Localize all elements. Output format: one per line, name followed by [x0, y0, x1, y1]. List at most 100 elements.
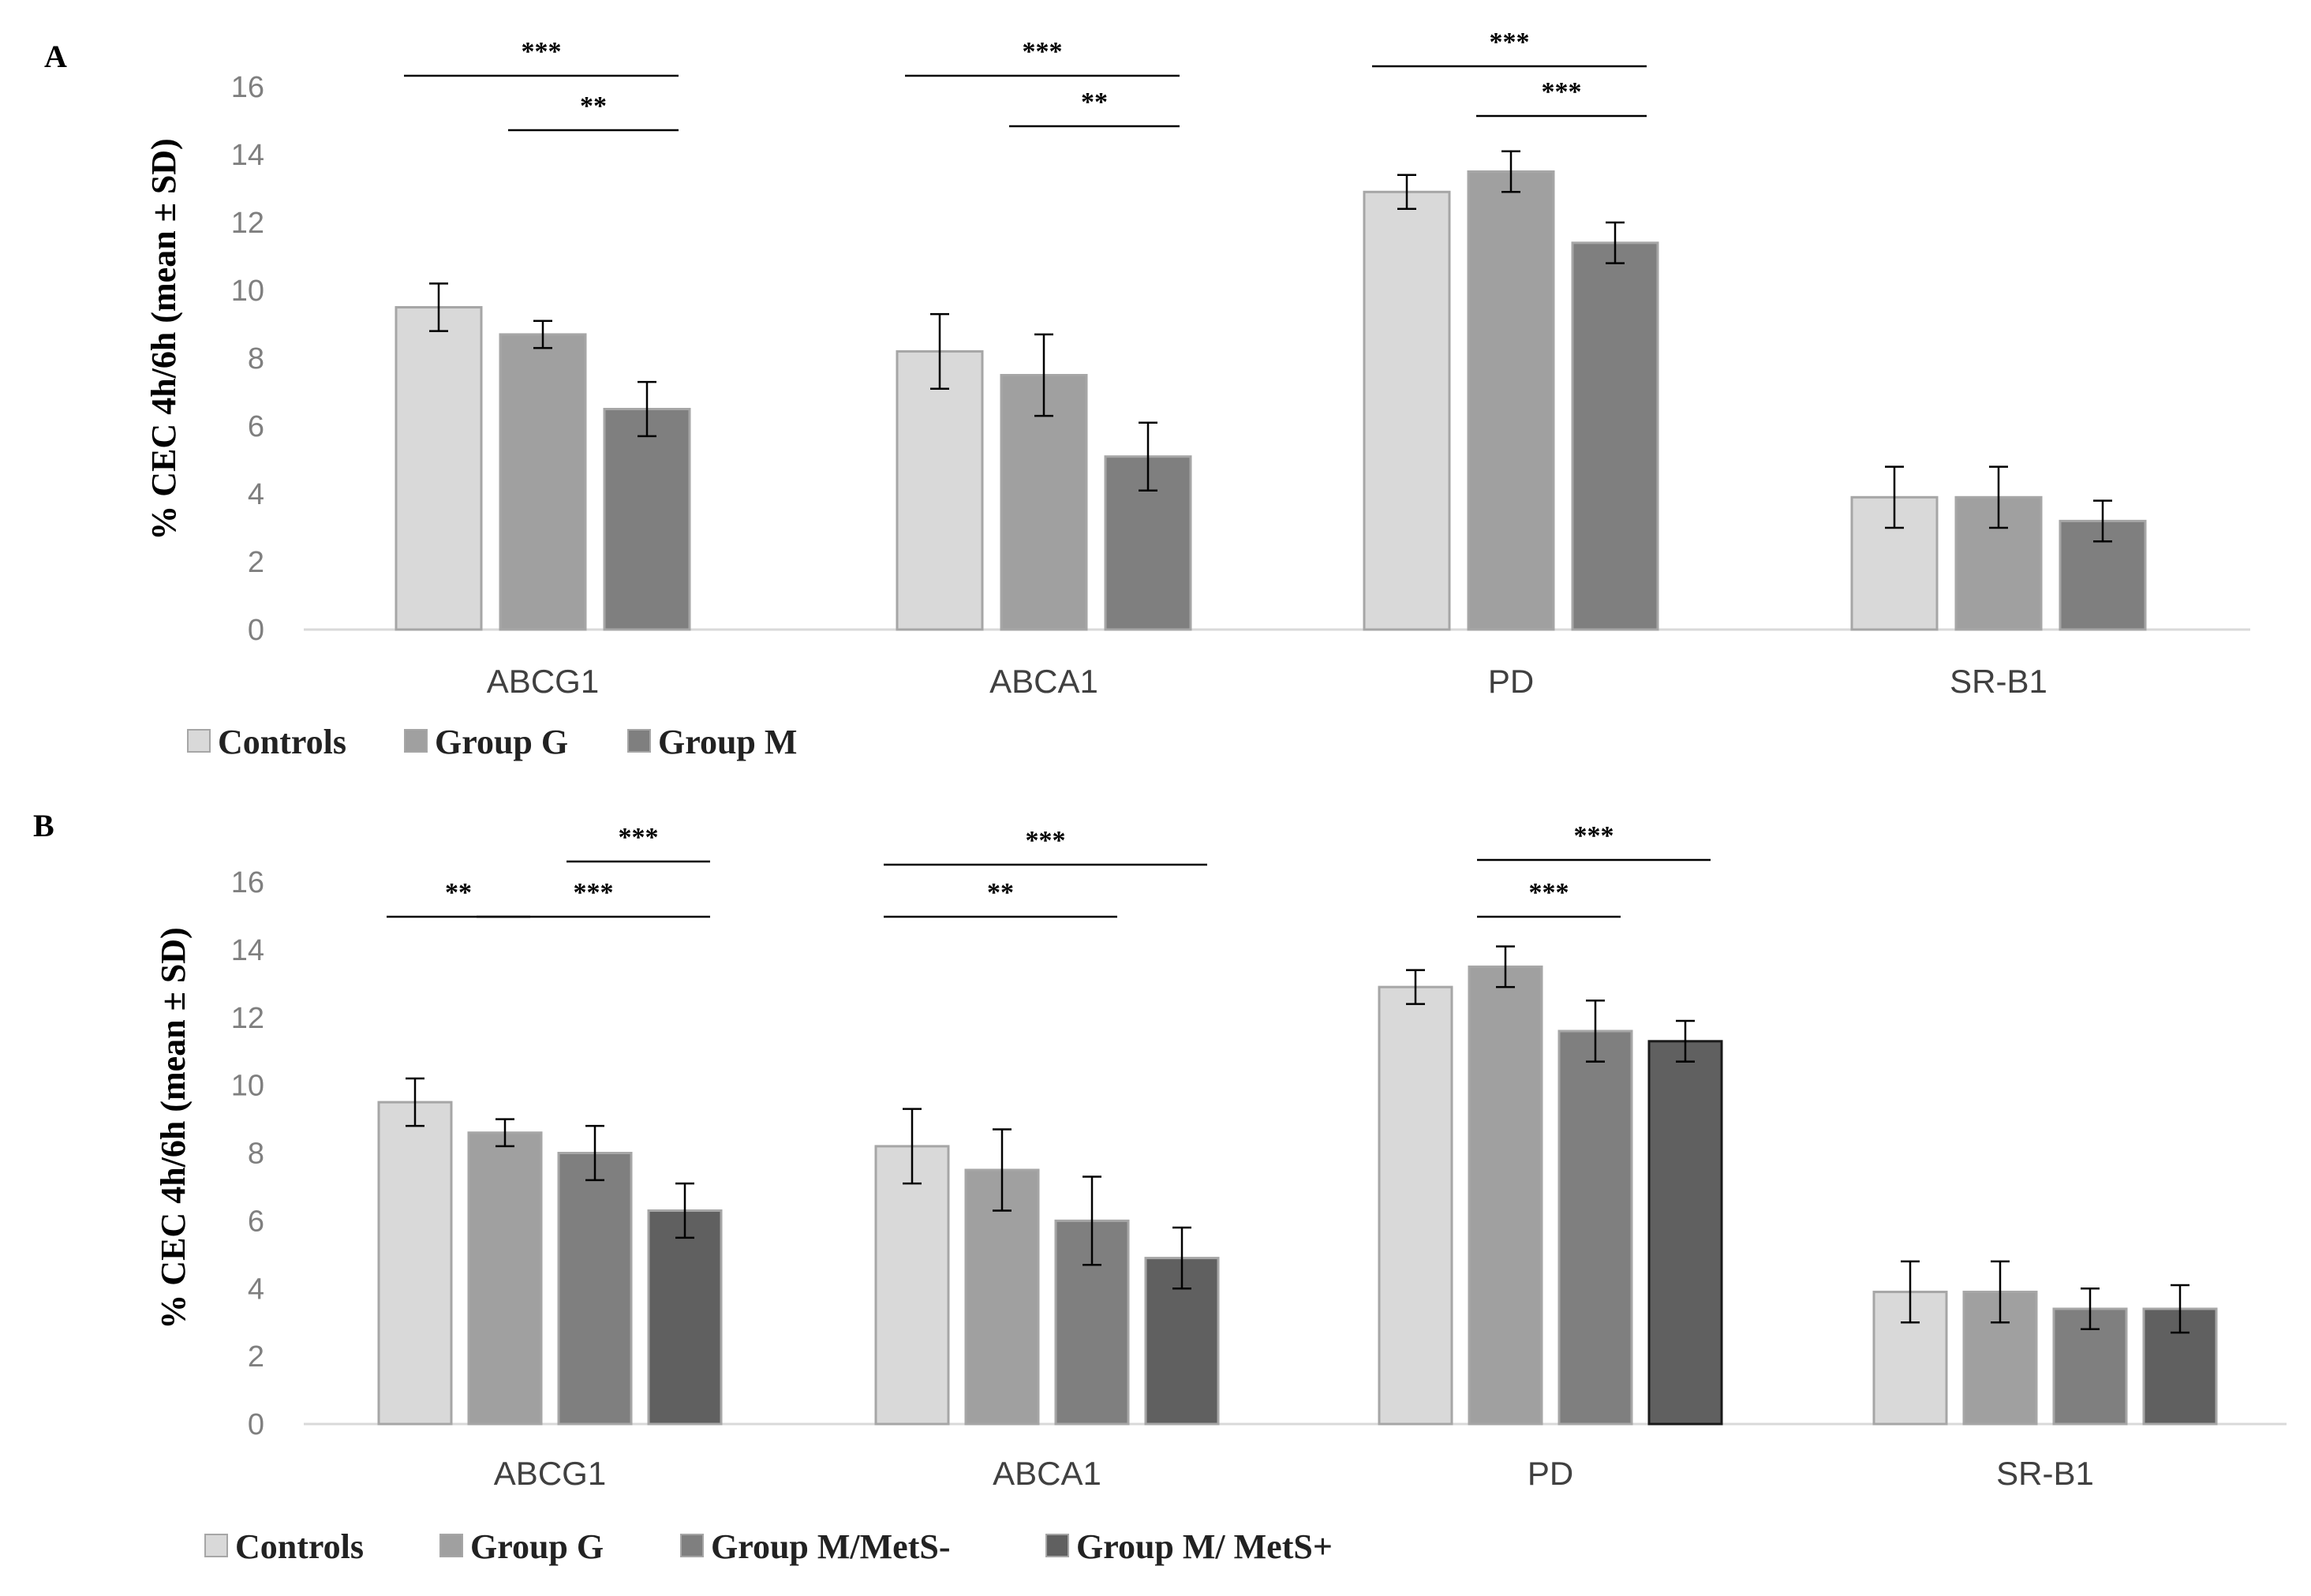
panel-b-ytick: 2	[248, 1340, 264, 1374]
significance-bracket: ***	[1477, 821, 1711, 862]
bar-controls-abca1	[896, 349, 984, 631]
legend-label: Group M	[658, 723, 797, 761]
category-label: ABCG1	[487, 663, 599, 700]
category-label: SR-B1	[1950, 663, 2047, 700]
error-bar	[1991, 1260, 2010, 1324]
bar-group-m-mets--pd	[1557, 1030, 1633, 1426]
legend-item: Group M/MetS-	[680, 1527, 951, 1566]
bar-controls-abcg1	[395, 306, 483, 631]
legend-label: Controls	[235, 1527, 364, 1566]
significance-bracket: **	[387, 878, 530, 918]
significance-label: ***	[1542, 77, 1582, 107]
error-bar	[638, 380, 656, 438]
bar-controls-pd	[1363, 190, 1451, 631]
category-label: SR-B1	[1996, 1455, 2094, 1492]
error-bar	[1406, 969, 1425, 1005]
panel-a-ytick: 12	[231, 207, 264, 240]
panel-b-ytick: 6	[248, 1205, 264, 1238]
category-label: PD	[1488, 663, 1534, 700]
error-bar	[2081, 1288, 2100, 1331]
error-bar	[1496, 945, 1515, 989]
error-bar	[930, 312, 949, 390]
significance-label: **	[1081, 88, 1108, 117]
panel-b-ytick: 12	[231, 1002, 264, 1035]
legend-swatch	[1045, 1534, 1069, 1557]
error-bar	[1586, 1000, 1605, 1063]
error-bar	[993, 1128, 1012, 1212]
bar-controls-abca1	[874, 1145, 950, 1426]
error-bar	[1901, 1260, 1920, 1324]
significance-bracket: **	[884, 878, 1117, 918]
legend-item: Group G	[404, 723, 568, 761]
significance-label: **	[445, 878, 472, 907]
significance-label: ***	[1490, 28, 1530, 57]
legend-label: Group M/ MetS+	[1076, 1527, 1333, 1566]
category-label: ABCA1	[993, 1455, 1101, 1492]
bar-controls-pd	[1378, 985, 1453, 1426]
legend-item: Group M	[627, 723, 797, 761]
significance-label: ***	[1023, 37, 1063, 66]
panel-b-ytick: 14	[231, 934, 264, 967]
error-bar	[1083, 1176, 1101, 1266]
significance-bracket: ***	[477, 878, 710, 918]
legend-swatch	[404, 729, 428, 753]
panel-b-ytick: 4	[248, 1273, 264, 1306]
significance-label: ***	[1529, 878, 1569, 907]
error-bar	[1606, 221, 1625, 264]
legend-swatch	[680, 1534, 704, 1557]
error-bar	[675, 1182, 694, 1239]
error-bar	[2093, 499, 2112, 543]
legend-item: Controls	[187, 723, 346, 761]
error-bar	[406, 1077, 424, 1127]
significance-bracket: **	[1009, 88, 1180, 128]
panel-a-ytick: 14	[231, 139, 264, 172]
error-bar	[429, 282, 448, 332]
category-label: ABCA1	[989, 663, 1098, 700]
bar-group-m-abcg1	[603, 408, 691, 631]
significance-label: ***	[522, 37, 562, 66]
significance-label: **	[987, 878, 1014, 907]
error-bar	[903, 1108, 922, 1185]
error-bar	[1989, 465, 2008, 529]
panel-a-ytick: 2	[248, 546, 264, 579]
error-bar	[1139, 421, 1157, 492]
bar-group-m-mets--abcg1	[647, 1209, 723, 1426]
bar-group-g-abcg1	[499, 333, 587, 631]
bar-group-m-mets--abcg1	[557, 1152, 633, 1426]
error-bar	[533, 320, 552, 349]
panel-b-ytick: 8	[248, 1138, 264, 1171]
error-bar	[2171, 1284, 2189, 1334]
significance-bracket: ***	[1476, 77, 1647, 118]
panel-a-ytick: 0	[248, 614, 264, 647]
legend-swatch	[187, 729, 211, 753]
error-bar	[1397, 174, 1416, 211]
significance-bracket: ***	[1372, 28, 1647, 68]
legend-swatch	[439, 1534, 463, 1557]
significance-label: ***	[1026, 826, 1066, 855]
panel-b-ytick: 16	[231, 866, 264, 899]
bar-group-g-pd	[1467, 170, 1555, 631]
legend-item: Group G	[439, 1527, 604, 1566]
legend-label: Group M/MetS-	[711, 1527, 951, 1566]
bar-group-g-pd	[1468, 965, 1543, 1426]
significance-label: ***	[1574, 821, 1614, 850]
bar-group-m-mets--pd	[1647, 1040, 1723, 1426]
legend-swatch	[204, 1534, 228, 1557]
legend-label: Group G	[435, 723, 568, 761]
error-bar	[1034, 333, 1053, 417]
significance-bracket: ***	[884, 826, 1207, 866]
panel-a-ytick: 6	[248, 410, 264, 443]
bar-controls-abcg1	[377, 1101, 453, 1426]
significance-bracket: ***	[567, 823, 710, 863]
category-label: PD	[1528, 1455, 1573, 1492]
panel-a-ytick: 8	[248, 342, 264, 376]
significance-bracket: **	[508, 92, 679, 132]
error-bar	[1885, 465, 1904, 529]
significance-label: ***	[574, 878, 614, 907]
error-bar	[1172, 1226, 1191, 1290]
panel-b-ytick: 10	[231, 1070, 264, 1103]
error-bar	[585, 1124, 604, 1182]
panel-a-ytick: 4	[248, 478, 264, 511]
